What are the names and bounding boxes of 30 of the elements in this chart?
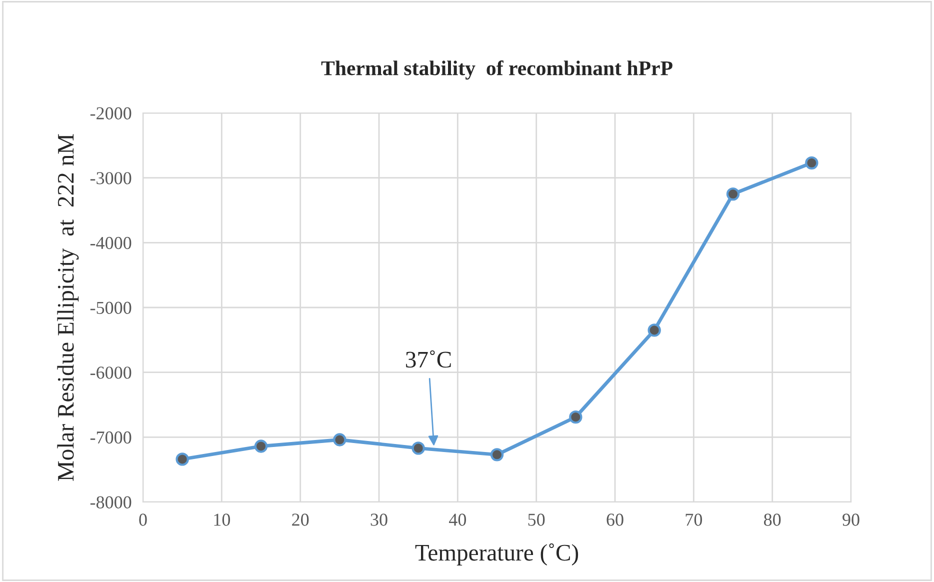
point bbox=[490, 448, 504, 462]
annotation: 37˚C bbox=[406, 350, 451, 368]
point bbox=[648, 324, 661, 337]
y-tick-label: -7000 bbox=[90, 431, 132, 444]
point bbox=[726, 187, 740, 201]
point bbox=[805, 156, 818, 170]
point bbox=[254, 440, 268, 453]
x-tick-label: 90 bbox=[842, 514, 860, 526]
x-tick-label: 40 bbox=[448, 514, 466, 526]
y-tick-label: -4000 bbox=[90, 236, 132, 250]
x-tick-label: 20 bbox=[292, 514, 309, 526]
point bbox=[333, 433, 346, 446]
x-tick-label: 70 bbox=[686, 514, 702, 526]
x-tick-label: 10 bbox=[214, 514, 230, 526]
y-tick-label: -8000 bbox=[90, 496, 132, 508]
x-axis-title: Temperature (˚C) bbox=[415, 543, 578, 566]
x-tick-label: 80 bbox=[764, 514, 781, 526]
y-axis-title: Molar Residue Ellipicity at 222 nM bbox=[57, 134, 79, 481]
point bbox=[176, 452, 189, 466]
x-tick-label: 0 bbox=[139, 514, 147, 526]
y-tick-label: -2000 bbox=[90, 107, 132, 120]
y-tick-label: -3000 bbox=[90, 172, 132, 184]
chart-title: Thermal stability of recombinant hPrP bbox=[321, 60, 672, 80]
y-tick-label: -5000 bbox=[90, 302, 132, 314]
y-tick-label: -6000 bbox=[90, 366, 132, 379]
point bbox=[569, 410, 582, 424]
point bbox=[412, 442, 425, 455]
x-tick-label: 60 bbox=[606, 514, 624, 526]
x-tick-label: 50 bbox=[528, 514, 545, 526]
x-tick-label: 30 bbox=[370, 514, 388, 526]
